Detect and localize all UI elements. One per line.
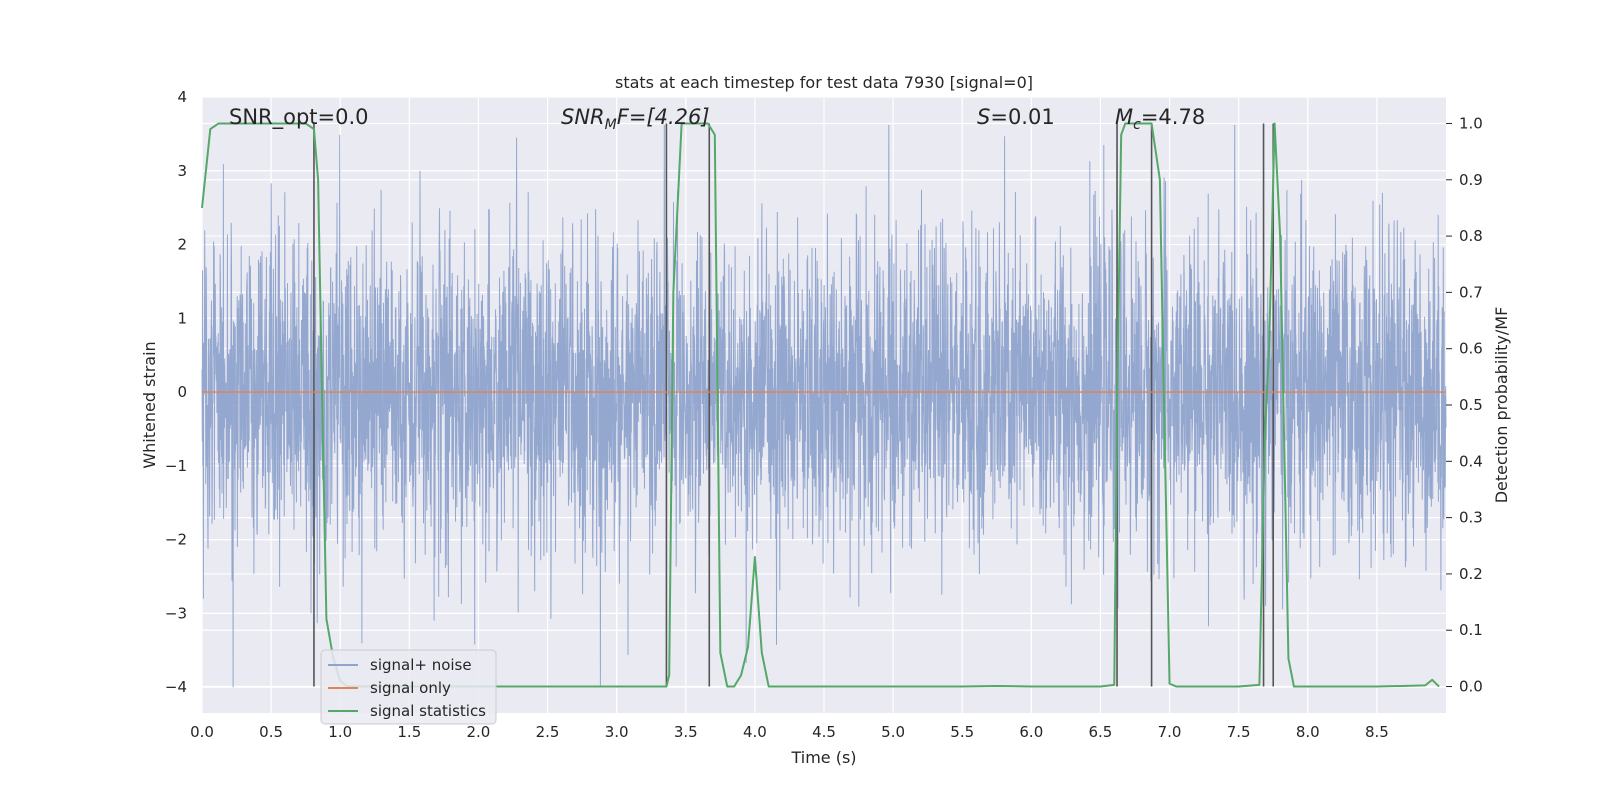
y-left-tick-label: −3 bbox=[165, 604, 187, 622]
x-tick-label: 0.0 bbox=[190, 723, 214, 741]
y-left-tick-label: 4 bbox=[177, 88, 187, 106]
x-tick-label: 3.5 bbox=[674, 723, 698, 741]
y-right-tick-label: 0.1 bbox=[1459, 621, 1483, 639]
y-left-tick-label: −2 bbox=[165, 531, 187, 549]
y-right-tick-label: 0.0 bbox=[1459, 678, 1483, 696]
legend-box bbox=[320, 649, 497, 725]
annotation-s-value: =0.01 bbox=[990, 105, 1054, 129]
axis-ticks: 0.0 0.5 1.0 1.5 2.0 2.5 3.0 3.5 4.0 4.5 5.0 5.5 6.0 6… bbox=[165, 88, 1483, 741]
series-signal-noise bbox=[201, 124, 1447, 688]
annotation-snr-mf: SNRMF=[4.26] bbox=[561, 105, 710, 133]
x-tick-label: 3.0 bbox=[605, 723, 629, 741]
legend-label-signal-noise: signal+ noise bbox=[370, 656, 472, 674]
y-left-tick-label: −4 bbox=[165, 678, 187, 696]
series-lines bbox=[201, 122, 1446, 688]
annotation-mc: Mc=4.78 bbox=[1115, 105, 1205, 133]
x-tick-label: 6.0 bbox=[1019, 723, 1043, 741]
x-tick-label: 8.0 bbox=[1296, 723, 1320, 741]
series-line-signal-noise bbox=[201, 124, 1447, 688]
x-tick-label: 4.5 bbox=[812, 723, 836, 741]
annotation-snr-mf-prefix: SNR bbox=[561, 105, 605, 129]
x-tick-label: 1.5 bbox=[397, 723, 421, 741]
y-left-tick-label: 2 bbox=[177, 236, 187, 254]
x-tick-label: 5.5 bbox=[950, 723, 974, 741]
x-tick-label: 2.5 bbox=[536, 723, 560, 741]
x-tick-label: 7.5 bbox=[1227, 723, 1251, 741]
annotation-snr-opt: SNR_opt=0.0 bbox=[229, 105, 369, 130]
y-right-tick-label: 0.8 bbox=[1459, 227, 1483, 245]
y-right-tick-label: 0.4 bbox=[1459, 452, 1483, 470]
legend: signal+ noise signal only signal statist… bbox=[320, 649, 497, 725]
x-tick-label: 8.5 bbox=[1365, 723, 1389, 741]
annotation-mc-var: M bbox=[1115, 105, 1133, 129]
legend-label-signal-statistics: signal statistics bbox=[370, 702, 486, 720]
y-axis-label-left: Whitened strain bbox=[140, 341, 159, 468]
y-right-tick-label: 0.7 bbox=[1459, 283, 1483, 301]
annotation-snr-mf-suffix: F=[4.26] bbox=[617, 105, 710, 129]
annotation-snr-mf-sub: M bbox=[605, 117, 617, 133]
chart-title: stats at each timestep for test data 793… bbox=[615, 73, 1033, 92]
y-right-tick-label: 0.9 bbox=[1459, 171, 1483, 189]
y-left-tick-label: −1 bbox=[165, 457, 187, 475]
x-tick-label: 1.0 bbox=[328, 723, 352, 741]
y-right-tick-label: 0.2 bbox=[1459, 565, 1483, 583]
x-tick-label: 5.0 bbox=[881, 723, 905, 741]
x-tick-label: 4.0 bbox=[743, 723, 767, 741]
y-left-tick-label: 0 bbox=[177, 383, 187, 401]
annotation-s-var: S bbox=[977, 105, 990, 129]
y-right-tick-label: 0.6 bbox=[1459, 340, 1483, 358]
legend-label-signal-only: signal only bbox=[370, 679, 451, 697]
x-tick-label: 6.5 bbox=[1089, 723, 1113, 741]
y-left-tick-label: 3 bbox=[177, 162, 187, 180]
y-left-tick-label: 1 bbox=[177, 309, 187, 327]
x-axis-label: Time (s) bbox=[790, 748, 856, 767]
series-line-signal-statistics bbox=[201, 122, 1440, 688]
annotation-mc-sub: c bbox=[1133, 117, 1141, 133]
y-right-tick-label: 0.5 bbox=[1459, 396, 1483, 414]
annotation-s: S=0.01 bbox=[977, 105, 1055, 129]
x-tick-label: 0.5 bbox=[259, 723, 283, 741]
x-tick-label: 2.0 bbox=[467, 723, 491, 741]
y-right-tick-label: 1.0 bbox=[1459, 114, 1483, 132]
annotation-mc-value: =4.78 bbox=[1141, 105, 1205, 129]
x-tick-label: 7.0 bbox=[1158, 723, 1182, 741]
y-right-tick-label: 0.3 bbox=[1459, 509, 1483, 527]
y-axis-label-right: Detection probability/MF bbox=[1492, 307, 1511, 504]
